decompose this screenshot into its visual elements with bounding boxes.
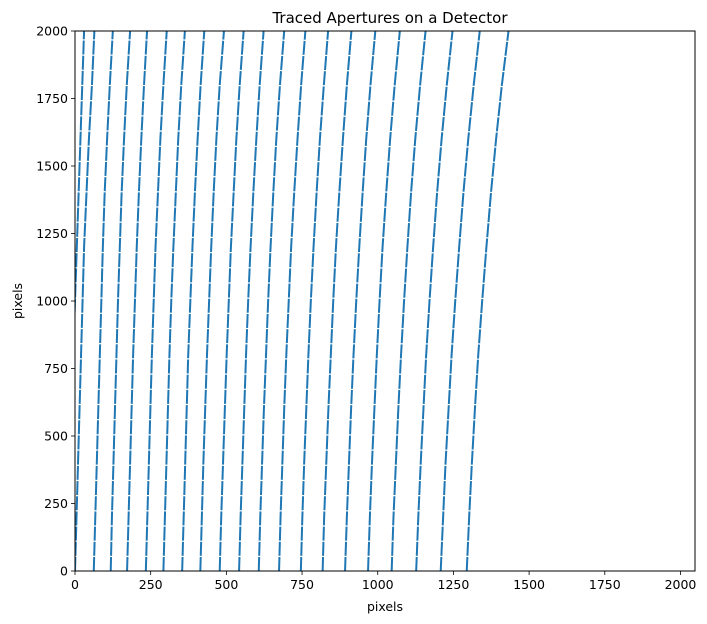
x-axis-ticks: 0 250 500 750 1000 1250 1500 1750 2000	[71, 571, 696, 592]
y-tick-label: 500	[44, 429, 68, 444]
aperture-trace-17	[367, 31, 401, 571]
chart-title: Traced Apertures on a Detector	[271, 9, 508, 27]
aperture-trace-20	[439, 31, 481, 571]
x-tick-label: 500	[214, 577, 238, 592]
aperture-trace-16	[344, 31, 377, 571]
x-tick-label: 1000	[362, 577, 394, 592]
aperture-trace-9	[199, 31, 225, 571]
y-tick-label: 1750	[36, 91, 68, 106]
aperture-trace-4	[109, 31, 132, 571]
aperture-trace-3	[92, 31, 114, 571]
aperture-trace-18	[390, 31, 427, 571]
x-axis-label: pixels	[367, 599, 403, 614]
aperture-trace-21	[465, 31, 510, 571]
x-tick-label: 1750	[589, 577, 621, 592]
y-tick-label: 2000	[36, 24, 68, 39]
y-axis-label: pixels	[10, 283, 25, 319]
series-layer	[75, 31, 510, 571]
aperture-trace-19	[415, 31, 454, 571]
aperture-trace-1	[75, 31, 86, 331]
aperture-trace-13	[278, 31, 307, 571]
y-tick-label: 1000	[36, 294, 68, 309]
y-tick-label: 250	[44, 496, 68, 511]
aperture-trace-5	[126, 31, 149, 571]
y-tick-label: 1250	[36, 226, 68, 241]
aperture-trace-2	[75, 31, 96, 571]
y-tick-label: 0	[60, 564, 68, 579]
aperture-trace-8	[181, 31, 206, 571]
y-axis-ticks: 0 250 500 750 1000 1250 1500 1750 2000	[36, 24, 75, 579]
aperture-trace-14	[299, 31, 330, 571]
x-tick-label: 750	[290, 577, 314, 592]
x-tick-label: 250	[139, 577, 163, 592]
aperture-trace-15	[321, 31, 353, 571]
y-tick-label: 1500	[36, 159, 68, 174]
x-tick-label: 2000	[665, 577, 697, 592]
plot-frame	[74, 30, 696, 572]
y-tick-label: 750	[44, 361, 68, 376]
x-tick-label: 1500	[513, 577, 545, 592]
x-tick-label: 1250	[438, 577, 470, 592]
aperture-trace-6	[144, 31, 168, 571]
aperture-trace-10	[218, 31, 245, 571]
x-tick-label: 0	[71, 577, 79, 592]
aperture-trace-7	[162, 31, 186, 571]
aperture-trace-11	[238, 31, 265, 571]
aperture-trace-12	[257, 31, 286, 571]
